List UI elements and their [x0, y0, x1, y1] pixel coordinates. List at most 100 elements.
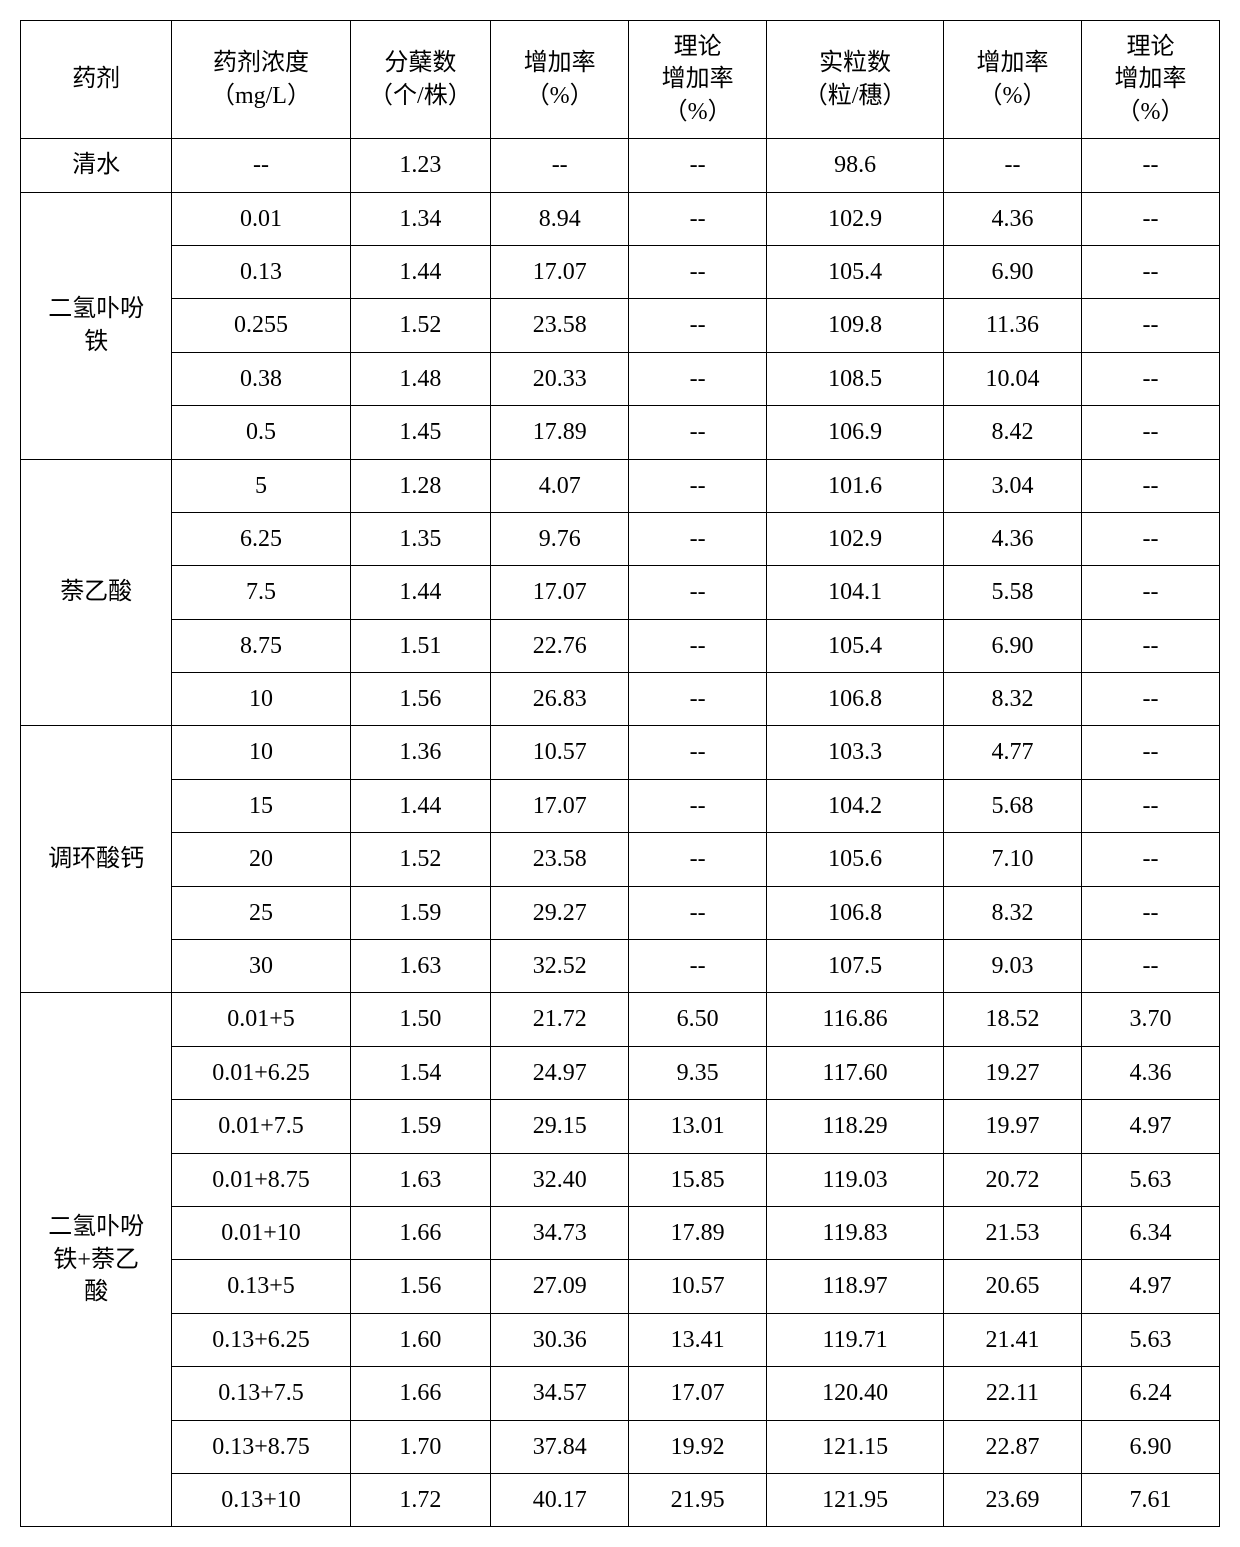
- cell-tinc1: 21.95: [629, 1473, 767, 1526]
- cell-conc: 8.75: [172, 619, 350, 672]
- cell-inc1: 29.15: [491, 1100, 629, 1153]
- col-header-4: 理论增加率（%）: [629, 21, 767, 139]
- cell-inc2: 22.87: [943, 1420, 1081, 1473]
- cell-tillers: 1.72: [350, 1473, 491, 1526]
- cell-inc1: 20.33: [491, 352, 629, 405]
- header-text: （%）: [664, 99, 732, 125]
- cell-tinc1: --: [629, 245, 767, 298]
- cell-grains: 117.60: [767, 1046, 944, 1099]
- header-row: 药剂药剂浓度（mg/L）分蘖数（个/株）增加率（%）理论增加率（%）实粒数（粒/…: [21, 21, 1220, 139]
- col-header-7: 理论增加率（%）: [1081, 21, 1219, 139]
- cell-inc2: 8.32: [943, 673, 1081, 726]
- cell-tinc1: --: [629, 299, 767, 352]
- cell-tillers: 1.59: [350, 886, 491, 939]
- cell-conc: 30: [172, 940, 350, 993]
- table-row: 清水--1.23----98.6----: [21, 139, 1220, 192]
- cell-inc2: 6.90: [943, 619, 1081, 672]
- header-text: 实粒数: [819, 50, 891, 76]
- cell-tinc2: 4.97: [1081, 1100, 1219, 1153]
- cell-tillers: 1.54: [350, 1046, 491, 1099]
- cell-grains: 106.8: [767, 886, 944, 939]
- header-text: 药剂浓度: [213, 50, 309, 76]
- cell-conc: 20: [172, 833, 350, 886]
- cell-inc2: 4.36: [943, 192, 1081, 245]
- cell-grains: 104.1: [767, 566, 944, 619]
- cell-conc: 15: [172, 779, 350, 832]
- cell-grains: 102.9: [767, 512, 944, 565]
- cell-grains: 106.8: [767, 673, 944, 726]
- cell-conc: 0.38: [172, 352, 350, 405]
- cell-conc: 0.255: [172, 299, 350, 352]
- cell-conc: 0.13+8.75: [172, 1420, 350, 1473]
- cell-tinc2: --: [1081, 406, 1219, 459]
- cell-inc2: 8.32: [943, 886, 1081, 939]
- cell-tillers: 1.35: [350, 512, 491, 565]
- cell-inc1: 17.07: [491, 779, 629, 832]
- cell-grains: 121.15: [767, 1420, 944, 1473]
- cell-tinc1: --: [629, 459, 767, 512]
- cell-tinc2: --: [1081, 192, 1219, 245]
- cell-conc: 25: [172, 886, 350, 939]
- table-row: 0.13+6.251.6030.3613.41119.7121.415.63: [21, 1313, 1220, 1366]
- cell-inc2: 18.52: [943, 993, 1081, 1046]
- cell-grains: 108.5: [767, 352, 944, 405]
- cell-tillers: 1.51: [350, 619, 491, 672]
- cell-tillers: 1.66: [350, 1367, 491, 1420]
- cell-conc: 0.13+7.5: [172, 1367, 350, 1420]
- cell-conc: 0.13+6.25: [172, 1313, 350, 1366]
- cell-tinc1: 17.07: [629, 1367, 767, 1420]
- cell-tillers: 1.66: [350, 1206, 491, 1259]
- cell-inc1: --: [491, 139, 629, 192]
- cell-grains: 104.2: [767, 779, 944, 832]
- cell-tinc1: 17.89: [629, 1206, 767, 1259]
- cell-grains: 121.95: [767, 1473, 944, 1526]
- cell-grains: 119.71: [767, 1313, 944, 1366]
- cell-inc1: 34.57: [491, 1367, 629, 1420]
- cell-grains: 98.6: [767, 139, 944, 192]
- cell-tinc2: 6.24: [1081, 1367, 1219, 1420]
- cell-tinc1: --: [629, 192, 767, 245]
- header-text: 增加率: [524, 50, 596, 76]
- cell-tinc2: --: [1081, 726, 1219, 779]
- cell-grains: 118.97: [767, 1260, 944, 1313]
- cell-tinc2: --: [1081, 512, 1219, 565]
- col-header-5: 实粒数（粒/穗）: [767, 21, 944, 139]
- cell-conc: 6.25: [172, 512, 350, 565]
- header-text: 增加率: [662, 66, 734, 92]
- cell-tillers: 1.56: [350, 673, 491, 726]
- cell-grains: 103.3: [767, 726, 944, 779]
- cell-conc: 0.01+5: [172, 993, 350, 1046]
- cell-inc2: 4.77: [943, 726, 1081, 779]
- cell-inc1: 4.07: [491, 459, 629, 512]
- cell-inc1: 32.52: [491, 940, 629, 993]
- table-row: 0.13+7.51.6634.5717.07120.4022.116.24: [21, 1367, 1220, 1420]
- cell-tillers: 1.52: [350, 299, 491, 352]
- table-row: 0.13+8.751.7037.8419.92121.1522.876.90: [21, 1420, 1220, 1473]
- cell-conc: 0.01+10: [172, 1206, 350, 1259]
- cell-inc2: 8.42: [943, 406, 1081, 459]
- cell-conc: 0.13+5: [172, 1260, 350, 1313]
- cell-grains: 106.9: [767, 406, 944, 459]
- cell-inc1: 34.73: [491, 1206, 629, 1259]
- table-row: 201.5223.58--105.67.10--: [21, 833, 1220, 886]
- cell-inc2: 4.36: [943, 512, 1081, 565]
- cell-tinc1: 6.50: [629, 993, 767, 1046]
- cell-tinc2: --: [1081, 673, 1219, 726]
- cell-inc1: 23.58: [491, 299, 629, 352]
- table-row: 二氢卟吩铁+萘乙酸0.01+51.5021.726.50116.8618.523…: [21, 993, 1220, 1046]
- cell-inc1: 10.57: [491, 726, 629, 779]
- table-row: 0.51.4517.89--106.98.42--: [21, 406, 1220, 459]
- cell-grains: 120.40: [767, 1367, 944, 1420]
- table-row: 101.5626.83--106.88.32--: [21, 673, 1220, 726]
- cell-grains: 119.83: [767, 1206, 944, 1259]
- header-text: 理论: [1126, 34, 1174, 60]
- agent-cell: 调环酸钙: [21, 726, 172, 993]
- cell-tinc1: --: [629, 726, 767, 779]
- cell-conc: 0.5: [172, 406, 350, 459]
- header-text: （%）: [526, 83, 594, 109]
- table-header: 药剂药剂浓度（mg/L）分蘖数（个/株）增加率（%）理论增加率（%）实粒数（粒/…: [21, 21, 1220, 139]
- table-row: 0.01+101.6634.7317.89119.8321.536.34: [21, 1206, 1220, 1259]
- cell-tinc2: --: [1081, 940, 1219, 993]
- table-row: 二氢卟吩铁0.011.348.94--102.94.36--: [21, 192, 1220, 245]
- cell-inc1: 24.97: [491, 1046, 629, 1099]
